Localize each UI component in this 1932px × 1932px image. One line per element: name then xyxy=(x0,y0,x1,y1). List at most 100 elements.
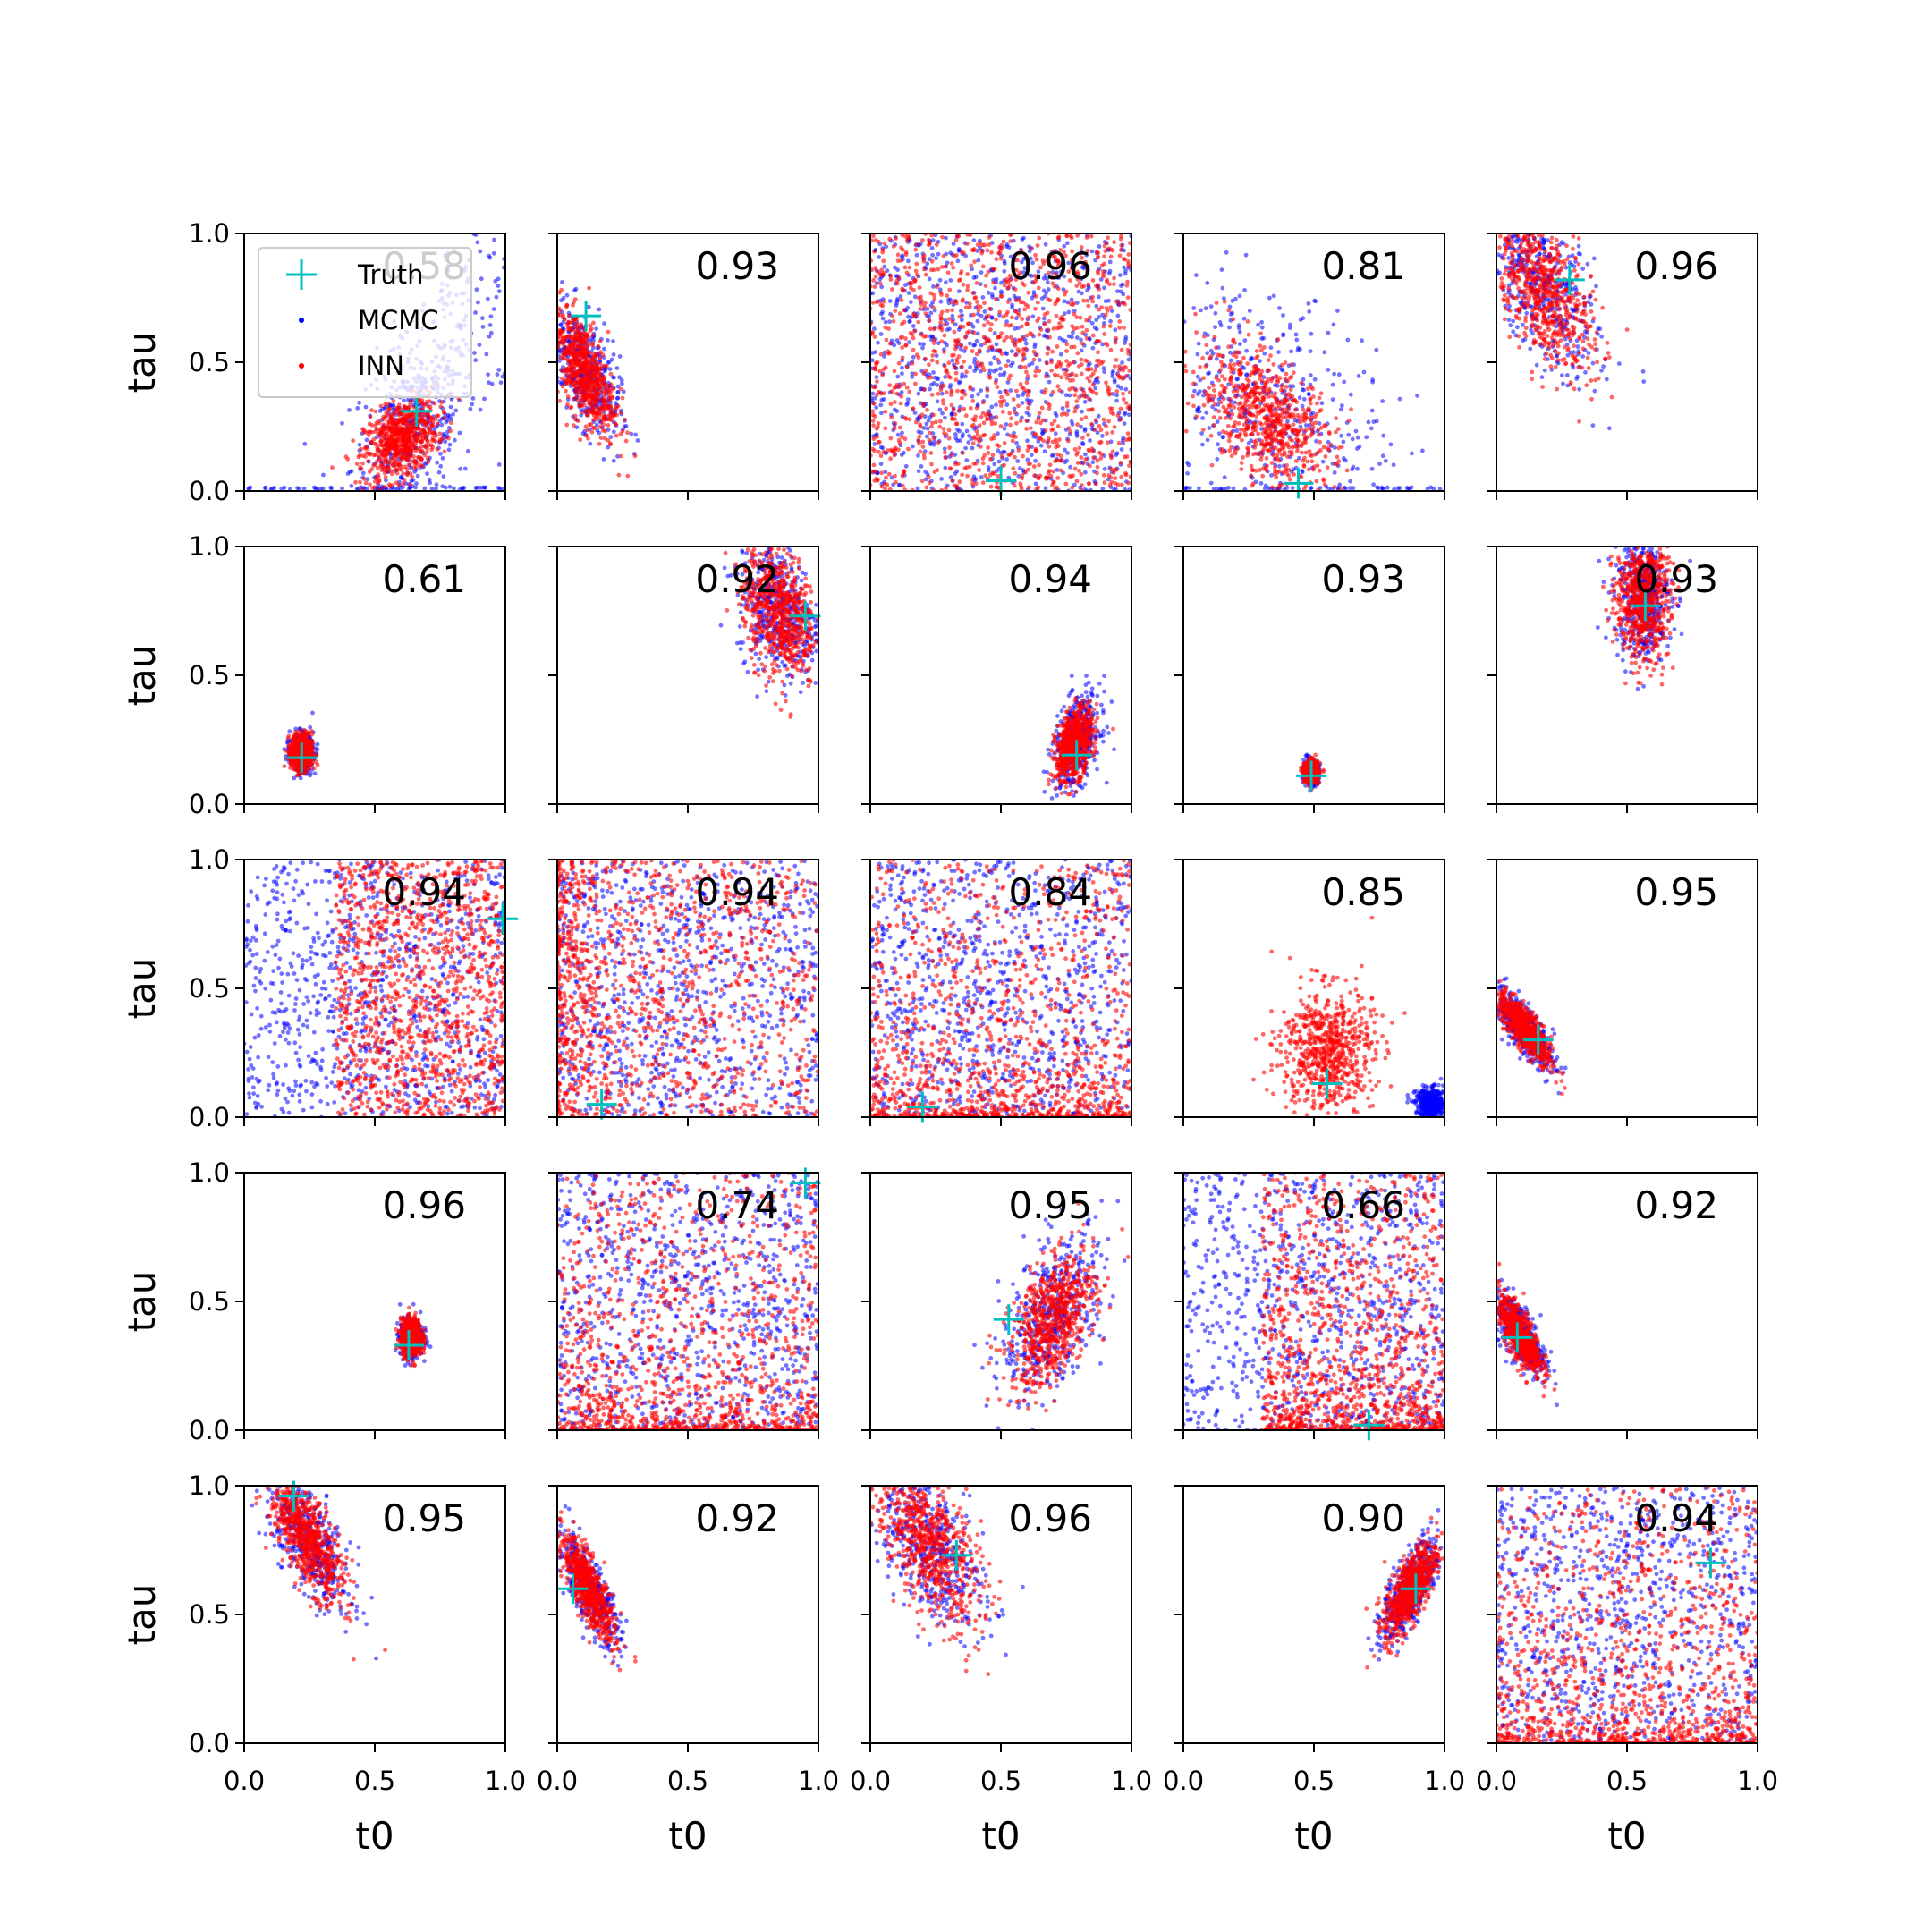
mcmc-point xyxy=(1277,306,1282,310)
mcmc-point xyxy=(1090,345,1096,351)
inn-point xyxy=(1076,271,1081,276)
mcmc-point xyxy=(1290,486,1295,490)
inn-point xyxy=(386,423,390,428)
mcmc-point xyxy=(1220,487,1225,491)
mcmc-point xyxy=(1326,487,1331,491)
mcmc-point xyxy=(1322,350,1327,355)
inn-point xyxy=(886,326,891,331)
inn-point xyxy=(1020,281,1025,286)
inn-point xyxy=(1102,332,1107,336)
mcmc-point xyxy=(473,486,479,491)
mcmc-point xyxy=(927,276,932,282)
inn-point xyxy=(954,253,959,258)
mcmc-point xyxy=(448,404,453,410)
inn-point xyxy=(577,352,582,358)
mcmc-point xyxy=(963,374,968,379)
inn-point xyxy=(422,453,428,458)
inn-point xyxy=(379,464,384,470)
inn-point xyxy=(1310,425,1316,429)
mcmc-point xyxy=(566,339,571,343)
inn-point xyxy=(598,436,604,440)
inn-point xyxy=(385,445,390,449)
inn-point xyxy=(1028,246,1033,250)
mcmc-point xyxy=(1046,287,1051,292)
inn-point xyxy=(389,471,394,477)
inn-point xyxy=(967,464,972,470)
inn-point xyxy=(1217,416,1223,420)
inn-point xyxy=(1021,453,1025,459)
inn-point xyxy=(963,345,968,351)
inn-point xyxy=(970,424,974,429)
mcmc-point xyxy=(1208,304,1214,309)
inn-point xyxy=(594,363,599,368)
mcmc-point xyxy=(1092,325,1097,330)
inn-point xyxy=(1218,400,1224,405)
mcmc-point xyxy=(919,464,924,469)
mcmc-point xyxy=(1391,462,1396,468)
mcmc-point xyxy=(1008,254,1013,259)
mcmc-point xyxy=(931,284,936,289)
inn-point xyxy=(929,424,934,429)
inn-point xyxy=(872,469,877,474)
inn-point xyxy=(1068,429,1073,435)
inn-point xyxy=(1014,420,1019,426)
inn-point xyxy=(618,432,623,436)
inn-point xyxy=(571,302,575,308)
inn-point xyxy=(1004,323,1008,327)
inn-point xyxy=(399,456,404,462)
inn-point xyxy=(587,285,591,291)
inn-point xyxy=(574,394,580,400)
inn-point xyxy=(1097,307,1102,312)
inn-point xyxy=(1123,374,1129,379)
mcmc-point xyxy=(282,485,287,490)
inn-point xyxy=(1075,422,1080,428)
mcmc-point xyxy=(1100,342,1105,347)
mcmc-point xyxy=(1185,460,1190,465)
inn-point xyxy=(1089,374,1094,379)
inn-point xyxy=(607,386,613,391)
mcmc-point xyxy=(440,455,445,461)
inn-point xyxy=(1036,417,1041,421)
inn-point xyxy=(379,429,385,435)
mcmc-point xyxy=(956,289,962,293)
inn-point xyxy=(910,360,915,366)
mcmc-point xyxy=(1123,268,1128,274)
mcmc-point xyxy=(1319,401,1325,406)
mcmc-point xyxy=(1076,289,1081,294)
mcmc-point xyxy=(360,470,366,476)
inn-point xyxy=(877,281,883,286)
mcmc-point xyxy=(1205,280,1210,285)
inn-point xyxy=(1073,387,1079,393)
mcmc-point xyxy=(1097,244,1102,249)
inn-point xyxy=(1113,364,1117,369)
inn-point xyxy=(1291,370,1296,375)
inn-point xyxy=(997,399,1003,404)
inn-point xyxy=(1112,425,1117,429)
inn-point xyxy=(916,295,921,301)
inn-point xyxy=(916,355,921,360)
mcmc-point xyxy=(997,390,1003,394)
inn-point xyxy=(1079,455,1084,460)
inn-point xyxy=(402,444,407,449)
inn-point xyxy=(1109,455,1114,461)
inn-point xyxy=(877,449,881,454)
mcmc-point xyxy=(1123,386,1129,392)
mcmc-point xyxy=(1331,322,1336,327)
inn-point xyxy=(965,287,970,292)
inn-point xyxy=(875,300,879,305)
inn-point xyxy=(975,360,980,365)
inn-point xyxy=(1049,421,1055,427)
inn-point xyxy=(574,321,580,326)
mcmc-point xyxy=(1229,408,1234,413)
mcmc-point xyxy=(478,407,483,412)
inn-point xyxy=(607,441,613,446)
inn-point xyxy=(618,386,623,392)
inn-point xyxy=(376,427,380,432)
inn-point xyxy=(1081,284,1087,289)
mcmc-point xyxy=(972,356,978,361)
mcmc-point xyxy=(975,331,980,336)
inn-point xyxy=(1079,371,1084,377)
inn-point xyxy=(597,441,602,446)
inn-point xyxy=(956,486,962,491)
inn-point xyxy=(965,473,970,479)
